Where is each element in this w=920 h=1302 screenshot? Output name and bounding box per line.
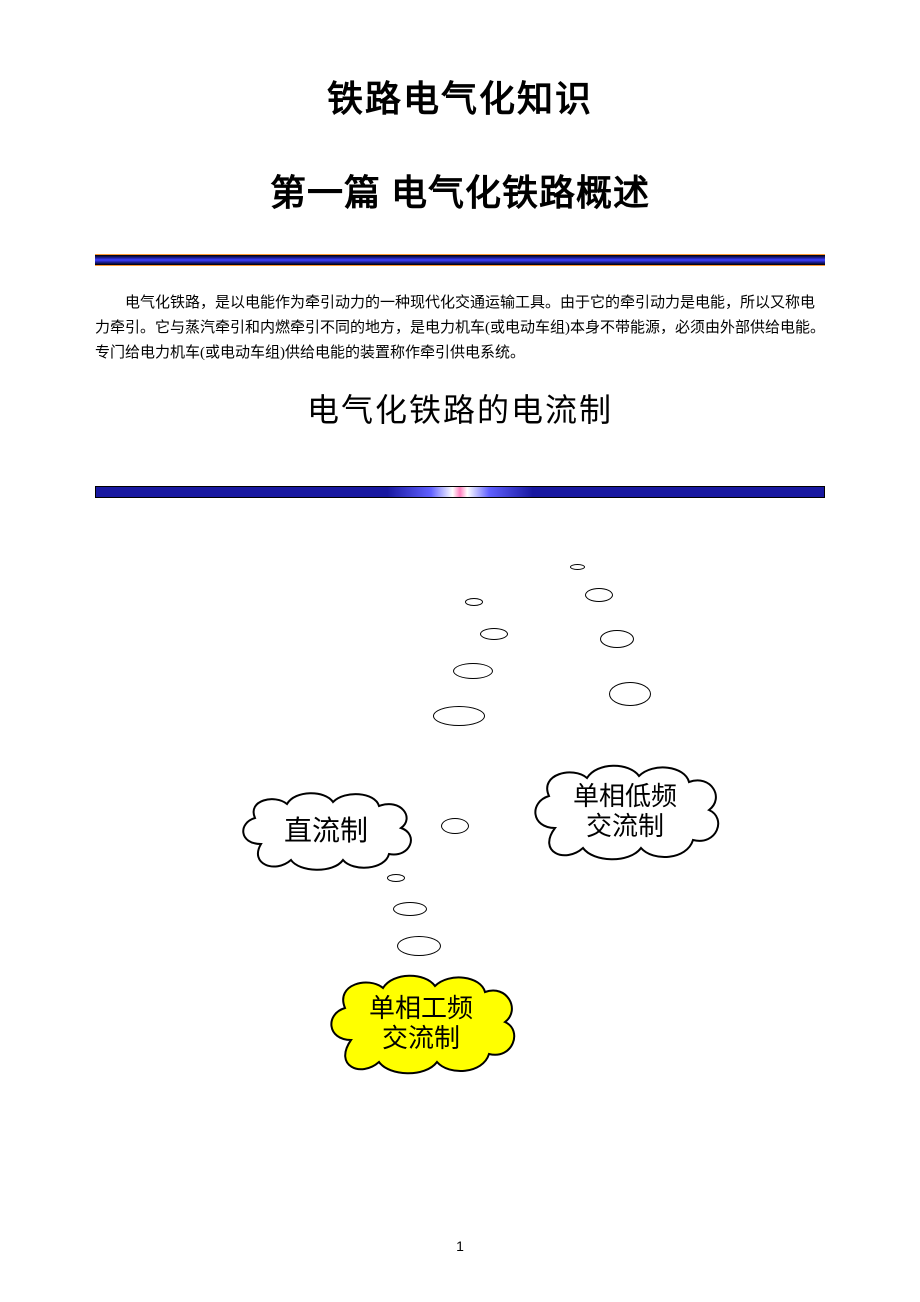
- bubble-trail: [609, 682, 651, 706]
- cloud-industrial-freq-label-2: 交流制: [382, 1024, 460, 1054]
- bubble-trail: [387, 874, 405, 882]
- bubble-trail: [480, 628, 508, 640]
- main-title: 铁路电气化知识: [95, 70, 825, 122]
- cloud-dc-label: 直流制: [284, 815, 368, 847]
- section-title: 电气化铁路的电流制: [95, 385, 825, 431]
- intro-paragraph: 电气化铁路，是以电能作为牵引动力的一种现代化交通运输工具。由于它的牵引动力是电能…: [95, 291, 825, 365]
- bubble-trail: [600, 630, 634, 648]
- bubble-trail: [433, 706, 485, 726]
- bubble-trail: [397, 936, 441, 956]
- bubble-trail: [441, 818, 469, 834]
- bubble-trail: [393, 902, 427, 916]
- divider-bar-mid: [95, 486, 825, 498]
- bubble-trail: [570, 564, 585, 570]
- bubble-trail: [465, 598, 483, 606]
- bubble-trail: [453, 663, 493, 679]
- cloud-industrial-freq-label-1: 单相工频: [369, 994, 473, 1024]
- divider-bar-top: [95, 254, 825, 266]
- cloud-low-freq-system: 单相低频 交流制: [525, 760, 725, 864]
- chapter-title: 第一篇 电气化铁路概述: [95, 164, 825, 216]
- cloud-low-freq-label-1: 单相低频: [573, 782, 677, 812]
- bubble-trail: [585, 588, 613, 602]
- cloud-dc-system: 直流制: [233, 788, 419, 874]
- page-number: 1: [0, 1238, 920, 1254]
- current-system-diagram: 直流制 单相低频 交流制 单相工频 交流制: [95, 558, 825, 1078]
- cloud-low-freq-label-2: 交流制: [586, 812, 664, 842]
- cloud-industrial-freq-system: 单相工频 交流制: [321, 970, 521, 1078]
